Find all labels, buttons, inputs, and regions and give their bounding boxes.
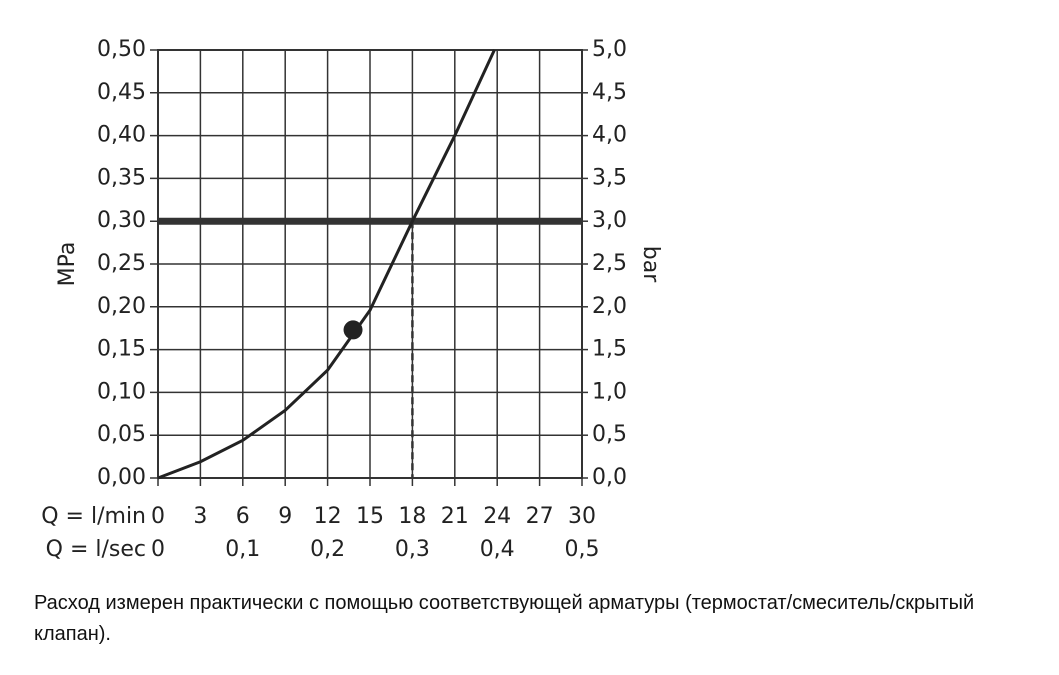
y2-tick-label: 2,0	[592, 294, 627, 319]
x-tick-label: 27	[526, 504, 554, 529]
y2-tick-label: 1,5	[592, 337, 627, 362]
page: {"chart_data": {"type": "line", "ylabel"…	[34, 37, 975, 645]
y-tick-label: 0,30	[97, 208, 146, 233]
footnote: Расход измерен практически с помощью соо…	[34, 592, 975, 645]
x-tick-label: 21	[441, 504, 469, 529]
y-tick-label: 0,50	[97, 37, 146, 62]
x-tick-label: 15	[356, 504, 384, 529]
y2-tick-label: 0,0	[592, 465, 627, 490]
y-tick-label: 0,45	[97, 80, 146, 105]
y2-tick-label: 0,5	[592, 422, 627, 447]
x-tick-label: 9	[278, 504, 292, 529]
x2-tick-label: 0,3	[395, 537, 430, 562]
y2-tick-label: 1,0	[592, 379, 627, 404]
y-tick-label: 0,20	[97, 294, 146, 319]
x-tick-label: 18	[398, 504, 426, 529]
plot-frame	[157, 49, 583, 479]
y-tick-label: 0,25	[97, 251, 146, 276]
y-tick-label: 0,15	[97, 337, 146, 362]
y-tick-label: 0,00	[97, 465, 146, 490]
chart: MPa bar Q = l/min Q = l/sec 0,000,050,10…	[41, 37, 663, 562]
y-tick-label: 0,05	[97, 422, 146, 447]
x-tick-label: 6	[236, 504, 250, 529]
y-tick-label: 0,10	[97, 379, 146, 404]
curve	[157, 49, 496, 480]
y-tick-label: 0,35	[97, 165, 146, 190]
marker-point	[343, 320, 363, 340]
x2-axis-label: Q = l/sec	[46, 537, 146, 562]
x2-tick-label: 0,4	[480, 537, 515, 562]
y2-axis-label: bar	[638, 246, 663, 283]
y2-tick-label: 3,5	[592, 165, 627, 190]
y-axis-label: MPa	[55, 242, 80, 287]
y2-tick-label: 4,5	[592, 80, 627, 105]
x2-tick-label: 0,2	[310, 537, 345, 562]
x-tick-label: 12	[314, 504, 342, 529]
x-tick-label: 30	[568, 504, 596, 529]
y2-tick-label: 5,0	[592, 37, 627, 62]
y2-tick-label: 3,0	[592, 208, 627, 233]
x2-tick-label: 0,5	[565, 537, 600, 562]
x2-tick-label: 0,1	[225, 537, 260, 562]
y2-tick-label: 2,5	[592, 251, 627, 276]
y-tick-label: 0,40	[97, 123, 146, 148]
x-axis-label: Q = l/min	[41, 504, 146, 529]
x2-tick-label: 0	[151, 537, 165, 562]
x-tick-label: 0	[151, 504, 165, 529]
x-tick-label: 24	[483, 504, 511, 529]
x-tick-label: 3	[193, 504, 207, 529]
y2-tick-label: 4,0	[592, 123, 627, 148]
